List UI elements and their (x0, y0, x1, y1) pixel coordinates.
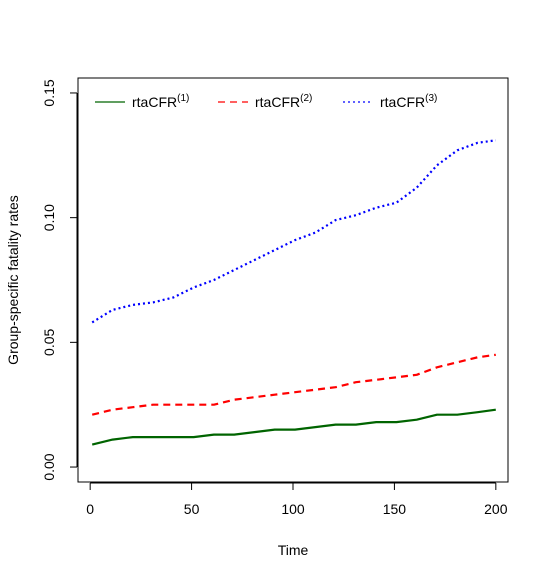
legend: rtaCFR(1) rtaCFR(2) rtaCFR(3) (95, 93, 437, 110)
series-line-3 (91, 139, 496, 324)
y-tick-label: 0.00 (41, 453, 57, 480)
x-tick-label: 0 (86, 501, 94, 517)
x-tick-label: 200 (484, 501, 508, 517)
legend-label-1: rtaCFR(1) (132, 93, 189, 110)
x-axis-label: Time (278, 542, 309, 558)
plot-frame (77, 77, 509, 483)
legend-label-2: rtaCFR(2) (255, 93, 312, 110)
y-tick-label: 0.15 (41, 79, 57, 106)
x-axis: 0 50 100 150 200 (86, 482, 508, 517)
legend-label-3: rtaCFR(3) (380, 93, 437, 110)
y-tick-label: 0.05 (41, 329, 57, 356)
series-line-2 (91, 353, 496, 416)
x-tick-label: 100 (281, 501, 305, 517)
y-tick-label: 0.10 (41, 204, 57, 231)
series-line-1 (91, 408, 496, 446)
x-tick-label: 150 (383, 501, 407, 517)
x-tick-label: 50 (184, 501, 200, 517)
series-layer (91, 139, 496, 446)
y-axis: 0.00 0.05 0.10 0.15 (41, 79, 78, 481)
y-axis-label: Group-specific fatality rates (5, 195, 21, 365)
